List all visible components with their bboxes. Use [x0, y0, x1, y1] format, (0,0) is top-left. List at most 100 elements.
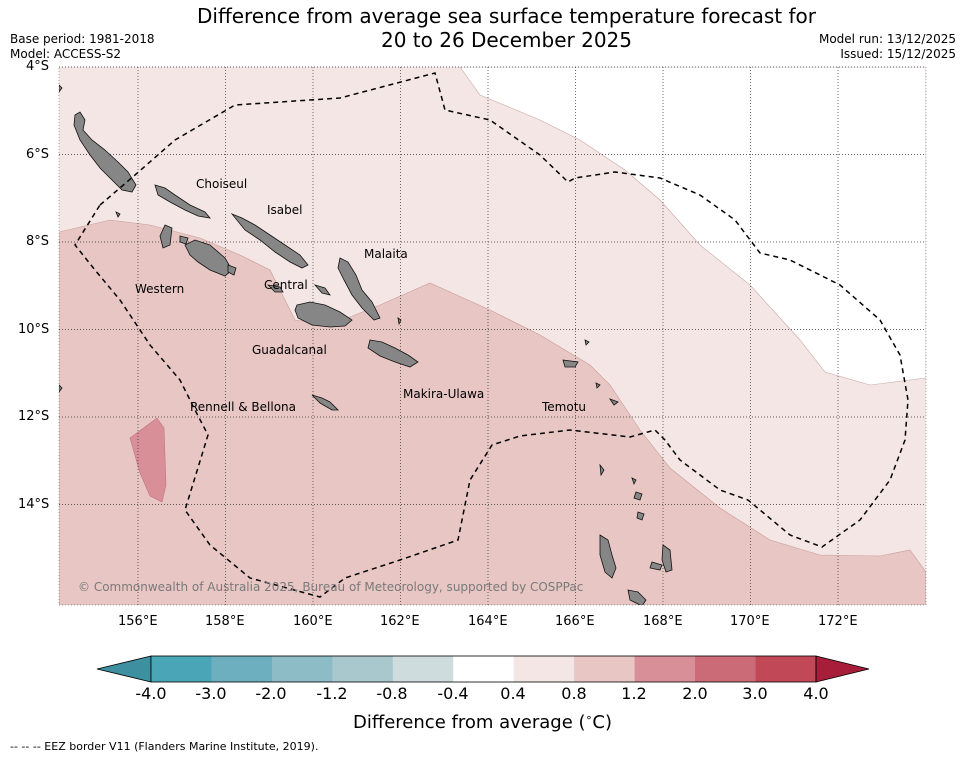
island-vanikoro [608, 398, 619, 406]
lat-label-14s: 14°S [18, 497, 50, 512]
colorbar-tick: 0.4 [500, 684, 526, 703]
lat-label-10s: 10°S [18, 322, 50, 337]
place-label-guadalcanal: Guadalcanal [252, 343, 327, 357]
anomaly-band-0.8-1.2 [59, 219, 926, 605]
place-label-malaita: Malaita [364, 247, 408, 261]
island-vanuatu-2 [627, 589, 647, 605]
place-label-western: Western [135, 282, 185, 296]
island-small-malaita [313, 284, 331, 296]
colorbar-tick: -3.0 [195, 684, 227, 703]
meta-right: Model run: 13/12/2025 Issued: 15/12/2025 [819, 32, 956, 62]
island-small-4 [397, 317, 402, 326]
colorbar-title-text: Difference from average ( [352, 712, 586, 733]
colorbar-tick: -1.2 [316, 684, 348, 703]
island-florida [266, 284, 284, 293]
island-vanuatu-5 [633, 491, 643, 501]
place-label-isabel: Isabel [267, 203, 303, 217]
island-small-5 [584, 339, 590, 346]
lon-label-166e: 166°E [555, 614, 595, 629]
colorbar-segment [151, 656, 212, 682]
colorbar-tick: -0.8 [376, 684, 408, 703]
place-label-choiseul: Choiseul [196, 177, 248, 191]
island-choiseul [73, 111, 137, 193]
island-new-georgia-2 [159, 224, 173, 249]
lon-label-156e: 156°E [118, 614, 158, 629]
island-malaita [337, 257, 381, 321]
colorbar-tick: 1.2 [621, 684, 647, 703]
colorbar-tick: -2.0 [255, 684, 287, 703]
copyright-notice: © Commonwealth of Australia 2025, Bureau… [78, 580, 584, 594]
place-label-temotu: Temotu [542, 400, 587, 414]
chart-title-line2: 20 to 26 December 2025 [380, 28, 632, 52]
lat-label-8s: 8°S [26, 234, 50, 249]
place-label-rennell-bellona: Rennell & Bellona [190, 400, 297, 414]
island-torres [631, 477, 637, 486]
colorbar-segment [695, 656, 756, 682]
colorbar-extend-min [96, 655, 152, 683]
island-west-edge [59, 84, 63, 93]
base-period: Base period: 1981-2018 [10, 32, 155, 46]
colorbar-segment [332, 656, 394, 682]
colorbar-title: Difference from average (∘C) [0, 711, 965, 733]
degree-symbol: ∘ [585, 711, 593, 724]
colorbar-segment [211, 656, 273, 682]
colorbar-segment [271, 656, 333, 682]
issued-date: Issued: 15/12/2025 [840, 47, 956, 61]
chart-title-line1: Difference from average sea surface temp… [196, 4, 816, 28]
model-run: Model run: 13/12/2025 [818, 32, 956, 46]
colorbar-tick: 3.0 [742, 684, 768, 703]
colorbar-segment [574, 656, 636, 682]
lon-label-164e: 164°E [468, 614, 508, 629]
island-isabel [230, 213, 309, 269]
model-name: Model: ACCESS-S2 [10, 47, 122, 61]
anomaly-band-neutral [459, 67, 926, 386]
colorbar-tick: 0.8 [561, 684, 587, 703]
island-new-georgia [184, 239, 233, 277]
colorbar-extend-max [815, 655, 870, 683]
island-ndeni [562, 359, 579, 368]
map-frame [58, 66, 927, 606]
eez-border [74, 72, 909, 598]
island-vanuatu-6 [636, 511, 645, 521]
colorbar-segment [634, 656, 696, 682]
colorbar-tick: 2.0 [682, 684, 708, 703]
island-choiseul-east [154, 184, 211, 219]
colorbar [96, 655, 870, 683]
island-small-2 [179, 235, 189, 245]
land-masses [59, 84, 673, 605]
island-vanuatu-7 [599, 463, 605, 477]
island-small-1 [115, 211, 121, 218]
eez-legend-note: -- -- -- EEZ border V11 (Flanders Marine… [10, 740, 319, 753]
island-rennell [311, 394, 339, 411]
lat-label-4s: 4°S [26, 59, 50, 74]
colorbar-segment [755, 656, 817, 682]
island-vanuatu-4 [649, 561, 663, 571]
island-west-edge-2 [59, 384, 63, 393]
lon-label-170e: 170°E [730, 614, 770, 629]
colorbar-tick: 4.0 [803, 684, 829, 703]
lon-label-160e: 160°E [293, 614, 333, 629]
place-label-central: Central [264, 278, 308, 292]
colorbar-frame [150, 655, 817, 683]
lon-label-172e: 172°E [818, 614, 858, 629]
colorbar-tick: -4.0 [135, 684, 167, 703]
lat-label-6s: 6°S [26, 147, 50, 162]
island-makira [367, 339, 419, 368]
anomaly-band-1.2-2.0 [129, 417, 167, 503]
lon-label-162e: 162°E [380, 614, 420, 629]
colorbar-title-unit: C) [592, 712, 613, 733]
meta-left: Base period: 1981-2018 Model: ACCESS-S2 [10, 32, 155, 62]
island-small-6 [595, 382, 601, 389]
island-vanuatu-1 [599, 534, 617, 579]
colorbar-segment [513, 656, 575, 682]
island-guadalcanal [294, 301, 353, 328]
lon-label-158e: 158°E [205, 614, 245, 629]
colorbar-segment [453, 656, 515, 682]
island-small-3 [227, 264, 237, 276]
colorbar-tick: -0.4 [437, 684, 469, 703]
colorbar-segment [392, 656, 454, 682]
island-vanuatu-3 [661, 544, 673, 573]
lat-label-12s: 12°S [18, 409, 50, 424]
lon-label-168e: 168°E [643, 614, 683, 629]
